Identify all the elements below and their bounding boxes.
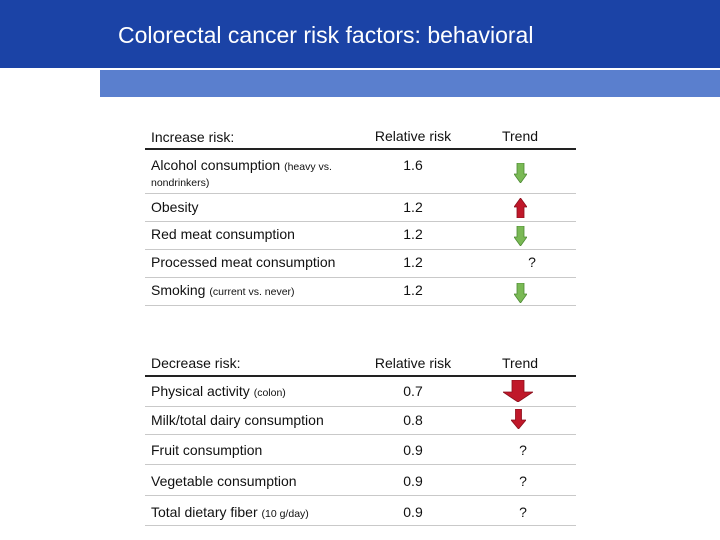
table-row: Fruit consumption 0.9 ? xyxy=(145,435,576,465)
row-label-text: Processed meat consumption xyxy=(151,254,336,270)
row-label-text: Fruit consumption xyxy=(151,442,263,458)
decrease-header-relative-risk: Relative risk xyxy=(374,355,452,371)
row-rule xyxy=(145,406,576,407)
row-rule xyxy=(145,277,576,278)
row-label-text: Obesity xyxy=(151,199,199,215)
row-rule xyxy=(145,495,576,496)
table-row: Smoking (current vs. never) 1.2 xyxy=(145,278,576,306)
increase-table-header: Increase risk: Relative risk Trend xyxy=(145,122,576,150)
row-rule xyxy=(145,434,576,435)
row-label: Processed meat consumption xyxy=(151,254,335,270)
arrow-up-red-icon xyxy=(514,198,527,218)
table-row: Alcohol consumption (heavy vs. nondrinke… xyxy=(145,152,576,194)
header-rule xyxy=(145,148,576,150)
row-label: Obesity xyxy=(151,199,198,215)
row-relative-risk: 1.6 xyxy=(403,157,423,173)
title-bar: Colorectal cancer risk factors: behavior… xyxy=(0,0,720,68)
row-trend-unknown: ? xyxy=(528,254,536,270)
row-label: Red meat consumption xyxy=(151,226,295,242)
arrow-down-green-icon xyxy=(514,283,527,303)
row-rule xyxy=(145,525,576,526)
decrease-table-header: Decrease risk: Relative risk Trend xyxy=(145,349,576,377)
row-qualifier-continued: nondrinkers) xyxy=(151,177,210,189)
row-label: Total dietary fiber (10 g/day) xyxy=(151,504,309,520)
row-rule xyxy=(145,221,576,222)
row-rule xyxy=(145,464,576,465)
table-row: Processed meat consumption 1.2 ? xyxy=(145,250,576,278)
accent-band xyxy=(0,70,720,97)
row-qualifier: (current vs. never) xyxy=(209,286,295,298)
row-label: Physical activity (colon) xyxy=(151,383,286,399)
arrow-down-red-icon xyxy=(511,409,526,429)
row-relative-risk: 1.2 xyxy=(403,226,423,242)
decrease-header-label: Decrease risk: xyxy=(151,355,241,371)
row-label-text: Milk/total dairy consumption xyxy=(151,412,324,428)
row-relative-risk: 1.2 xyxy=(403,199,423,215)
row-label: Smoking (current vs. never) xyxy=(151,282,295,298)
arrow-down-green-icon xyxy=(514,163,527,183)
row-label-text: Smoking xyxy=(151,282,206,298)
row-label: Fruit consumption xyxy=(151,442,262,458)
table-row: Vegetable consumption 0.9 ? xyxy=(145,465,576,496)
row-label: Alcohol consumption (heavy vs. xyxy=(151,157,332,173)
arrow-down-green-icon xyxy=(514,226,527,246)
row-relative-risk: 1.2 xyxy=(403,254,423,270)
row-rule xyxy=(145,249,576,250)
table-row: Milk/total dairy consumption 0.8 xyxy=(145,407,576,435)
row-qualifier: (10 g/day) xyxy=(261,508,309,520)
increase-header-relative-risk: Relative risk xyxy=(374,128,452,144)
table-row: Obesity 1.2 xyxy=(145,194,576,222)
decrease-header-trend: Trend xyxy=(501,355,539,371)
row-relative-risk: 0.9 xyxy=(403,442,423,458)
table-row: Physical activity (colon) 0.7 xyxy=(145,377,576,407)
row-rule xyxy=(145,305,576,306)
increase-header-label: Increase risk: xyxy=(151,129,235,145)
row-label-text: Red meat consumption xyxy=(151,226,295,242)
accent-band-tab xyxy=(0,70,100,97)
header-rule xyxy=(145,375,576,377)
row-label: Milk/total dairy consumption xyxy=(151,412,324,428)
row-label-text: Physical activity xyxy=(151,383,250,399)
arrow-down-red-icon xyxy=(503,380,533,402)
row-qualifier: (colon) xyxy=(253,387,286,399)
row-label-text: Vegetable consumption xyxy=(151,473,297,489)
row-label: Vegetable consumption xyxy=(151,473,297,489)
row-qualifier: (heavy vs. xyxy=(284,161,332,173)
row-relative-risk: 0.9 xyxy=(403,504,423,520)
table-row: Total dietary fiber (10 g/day) 0.9 ? xyxy=(145,496,576,526)
row-label-text: Alcohol consumption xyxy=(151,157,281,173)
row-relative-risk: 0.9 xyxy=(403,473,423,489)
row-trend-unknown: ? xyxy=(519,504,527,520)
row-rule xyxy=(145,193,576,194)
row-trend-unknown: ? xyxy=(519,473,527,489)
increase-header-trend: Trend xyxy=(501,128,539,144)
row-relative-risk: 0.8 xyxy=(403,412,423,428)
row-trend-unknown: ? xyxy=(519,442,527,458)
table-row: Red meat consumption 1.2 xyxy=(145,222,576,250)
row-relative-risk: 1.2 xyxy=(403,282,423,298)
row-label-text: Total dietary fiber xyxy=(151,504,258,520)
row-relative-risk: 0.7 xyxy=(403,383,423,399)
slide-title: Colorectal cancer risk factors: behavior… xyxy=(118,22,534,48)
